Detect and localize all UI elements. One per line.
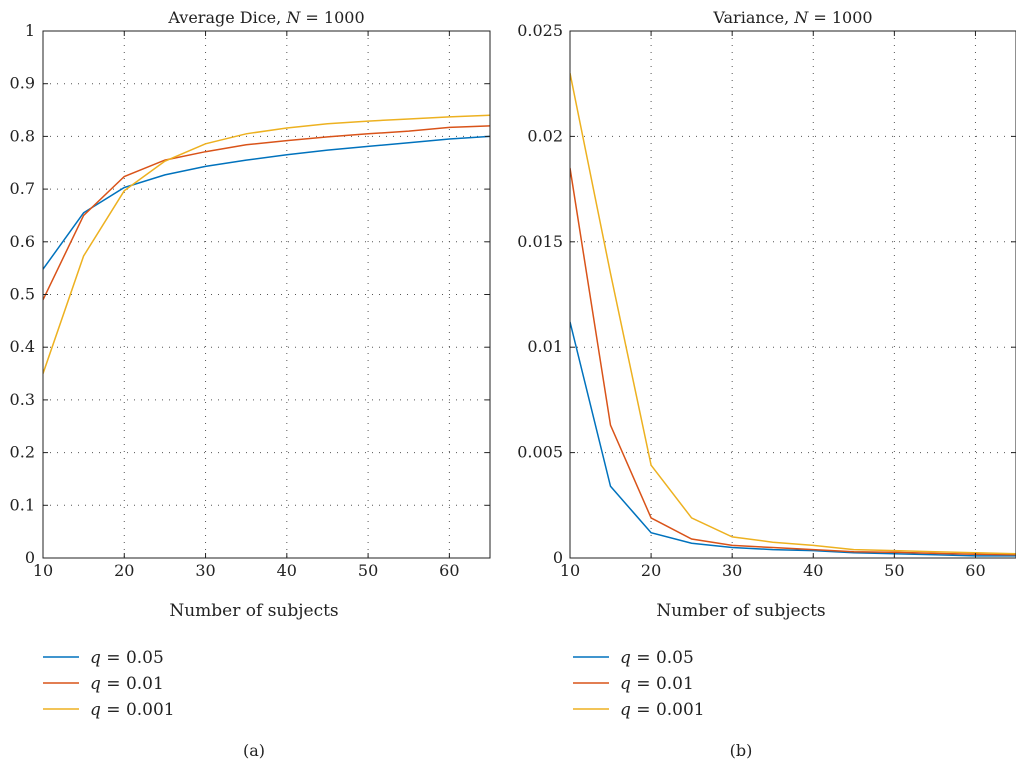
x-axis-label: Number of subjects xyxy=(656,601,825,621)
chart-title-var: N xyxy=(285,8,301,27)
y-tick-label: 0.8 xyxy=(10,126,35,145)
legend-value: = 0.05 xyxy=(101,648,164,668)
y-tick-label: 0.9 xyxy=(10,74,35,93)
panel-label: (a) xyxy=(243,741,265,760)
y-tick-label: 0.2 xyxy=(10,443,35,462)
chart-title: Average Dice, N = 1000 xyxy=(167,8,364,27)
y-tick-label: 0.5 xyxy=(10,285,35,304)
panel-label: (b) xyxy=(730,741,753,760)
x-tick-label: 50 xyxy=(884,561,904,580)
y-tick-label: 0.4 xyxy=(10,337,35,356)
x-tick-label: 10 xyxy=(33,561,53,580)
chart-title-value: = 1000 xyxy=(808,8,872,27)
legend-var: q xyxy=(620,648,631,668)
y-tick-label: 0.01 xyxy=(527,337,563,356)
plot-frame xyxy=(42,30,491,559)
plot-frame xyxy=(569,30,1016,559)
x-tick-label: 30 xyxy=(195,561,215,580)
legend: q = 0.05q = 0.01q = 0.001 xyxy=(43,648,175,720)
series-line-2 xyxy=(43,125,490,301)
x-tick-label: 50 xyxy=(358,561,378,580)
chart-title-value: = 1000 xyxy=(300,8,364,27)
series-line-3 xyxy=(570,73,1016,555)
y-tick-label: 0.3 xyxy=(10,390,35,409)
x-tick-label: 30 xyxy=(722,561,742,580)
x-tick-label: 40 xyxy=(277,561,297,580)
legend-label-2: q = 0.01 xyxy=(90,674,164,694)
y-tick-label: 0.6 xyxy=(10,232,35,251)
legend: q = 0.05q = 0.01q = 0.001 xyxy=(573,648,705,720)
legend-var: q xyxy=(90,648,101,668)
legend-label-1: q = 0.05 xyxy=(90,648,164,668)
legend-value: = 0.01 xyxy=(101,674,164,694)
legend-var: q xyxy=(90,674,101,694)
legend-label-3: q = 0.001 xyxy=(90,700,175,720)
x-tick-label: 10 xyxy=(560,561,580,580)
x-tick-label: 60 xyxy=(965,561,985,580)
series-line-1 xyxy=(570,321,1016,557)
legend-value: = 0.001 xyxy=(631,700,705,720)
legend-var: q xyxy=(620,674,631,694)
chart-title-text: Variance, xyxy=(712,8,794,27)
y-tick-label: 0 xyxy=(25,548,35,567)
chart-panel-b: 10 20 30 40 50 60 0 0.005 0.01 0.015 0.02 0.025 Vari… xyxy=(517,8,1016,760)
legend-value: = 0.001 xyxy=(101,700,175,720)
y-tick-label: 0.025 xyxy=(517,21,563,40)
x-tick-label: 20 xyxy=(641,561,661,580)
y-tick-label: 0.02 xyxy=(527,126,563,145)
y-tick-label: 1 xyxy=(25,21,35,40)
legend-label-3: q = 0.001 xyxy=(620,700,705,720)
x-tick-label: 40 xyxy=(803,561,823,580)
y-tick-label: 0 xyxy=(553,548,563,567)
legend-var: q xyxy=(90,700,101,720)
legend-var: q xyxy=(620,700,631,720)
series-line-1 xyxy=(43,135,490,270)
chart-title: Variance, N = 1000 xyxy=(712,8,872,27)
legend-label-1: q = 0.05 xyxy=(620,648,694,668)
legend-value: = 0.05 xyxy=(631,648,694,668)
legend-label-2: q = 0.01 xyxy=(620,674,694,694)
y-tick-label: 0.7 xyxy=(10,179,35,198)
x-axis-label: Number of subjects xyxy=(169,601,338,621)
x-tick-label: 60 xyxy=(439,561,459,580)
y-tick-label: 0.1 xyxy=(10,495,35,514)
chart-panel-a: 10 20 30 40 50 60 0 0.1 0.2 0.3 0.4 0.5 0.6 0.7 0.8 0.9… xyxy=(10,8,491,760)
legend-value: = 0.01 xyxy=(631,674,694,694)
series-line-2 xyxy=(570,167,1016,556)
chart-title-text: Average Dice, xyxy=(167,8,286,27)
y-tick-label: 0.015 xyxy=(517,232,563,251)
chart-title-var: N xyxy=(793,8,809,27)
series-line-3 xyxy=(43,114,490,374)
y-tick-label: 0.005 xyxy=(517,443,563,462)
x-tick-label: 20 xyxy=(114,561,134,580)
